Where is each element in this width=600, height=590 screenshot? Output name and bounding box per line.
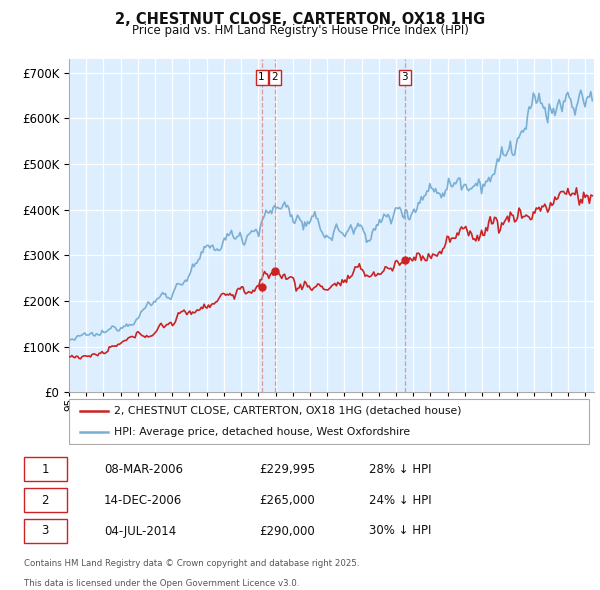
Text: 2: 2	[272, 73, 278, 83]
FancyBboxPatch shape	[69, 399, 589, 444]
Text: £265,000: £265,000	[260, 493, 316, 507]
Text: HPI: Average price, detached house, West Oxfordshire: HPI: Average price, detached house, West…	[113, 427, 410, 437]
Text: 2: 2	[41, 493, 49, 507]
Text: 28% ↓ HPI: 28% ↓ HPI	[369, 463, 431, 476]
Text: Price paid vs. HM Land Registry's House Price Index (HPI): Price paid vs. HM Land Registry's House …	[131, 24, 469, 37]
FancyBboxPatch shape	[23, 457, 67, 481]
Text: 24% ↓ HPI: 24% ↓ HPI	[369, 493, 432, 507]
FancyBboxPatch shape	[23, 519, 67, 543]
Text: 2, CHESTNUT CLOSE, CARTERTON, OX18 1HG: 2, CHESTNUT CLOSE, CARTERTON, OX18 1HG	[115, 12, 485, 27]
Text: 2, CHESTNUT CLOSE, CARTERTON, OX18 1HG (detached house): 2, CHESTNUT CLOSE, CARTERTON, OX18 1HG (…	[113, 405, 461, 415]
Text: £290,000: £290,000	[260, 525, 316, 537]
Text: 08-MAR-2006: 08-MAR-2006	[104, 463, 183, 476]
Text: £229,995: £229,995	[260, 463, 316, 476]
Text: 3: 3	[401, 73, 408, 83]
Text: 1: 1	[259, 73, 265, 83]
Text: 3: 3	[41, 525, 49, 537]
FancyBboxPatch shape	[23, 487, 67, 512]
Text: 30% ↓ HPI: 30% ↓ HPI	[369, 525, 431, 537]
Text: 04-JUL-2014: 04-JUL-2014	[104, 525, 176, 537]
Text: 1: 1	[41, 463, 49, 476]
Text: This data is licensed under the Open Government Licence v3.0.: This data is licensed under the Open Gov…	[23, 579, 299, 588]
Text: Contains HM Land Registry data © Crown copyright and database right 2025.: Contains HM Land Registry data © Crown c…	[23, 559, 359, 568]
Text: 14-DEC-2006: 14-DEC-2006	[104, 493, 182, 507]
